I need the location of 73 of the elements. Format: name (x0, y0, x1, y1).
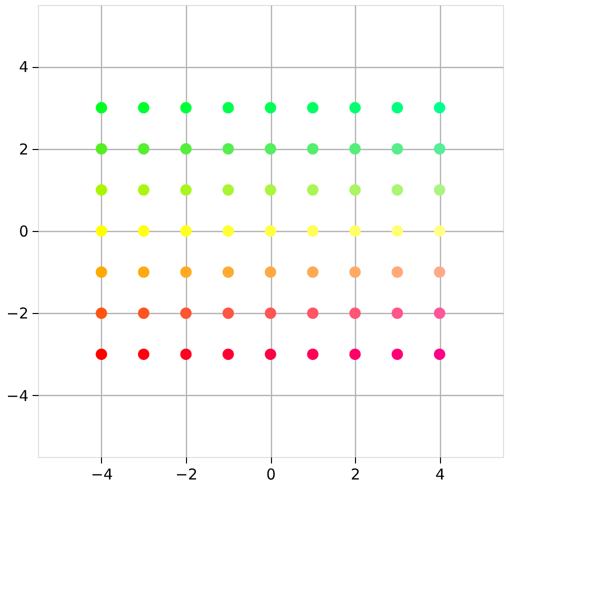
point (307, 143, 318, 155)
point (434, 225, 446, 237)
point (392, 348, 404, 360)
point (222, 307, 234, 319)
point (349, 143, 361, 155)
point (180, 348, 192, 360)
point (392, 184, 404, 196)
x-tick-label: 4 (435, 466, 445, 484)
point (434, 348, 446, 360)
point (349, 225, 361, 237)
point (307, 266, 318, 278)
point (434, 184, 446, 196)
point (264, 184, 276, 196)
x-tick-label: 2 (350, 466, 360, 484)
point (222, 266, 234, 278)
point (138, 348, 150, 360)
point (180, 266, 192, 278)
point (349, 307, 361, 319)
y-tick-label: 4 (18, 58, 28, 76)
y-tick-label: −4 (6, 386, 28, 405)
point (138, 102, 150, 114)
point (392, 102, 404, 114)
y-tick-label: 0 (18, 222, 28, 240)
point (307, 348, 318, 360)
point (307, 102, 318, 114)
point (96, 307, 108, 319)
point (222, 143, 234, 155)
point (434, 307, 446, 319)
point (264, 266, 276, 278)
point (138, 307, 150, 319)
point (392, 225, 404, 237)
point (434, 266, 446, 278)
point (392, 307, 404, 319)
point (96, 102, 108, 114)
point (307, 184, 318, 196)
point (180, 143, 192, 155)
point (222, 184, 234, 196)
y-tick-label: 2 (18, 140, 28, 158)
point (264, 307, 276, 319)
point (96, 348, 108, 360)
point (138, 266, 150, 278)
x-tick-label: −4 (90, 466, 113, 484)
point (434, 143, 446, 155)
point (222, 348, 234, 360)
point (96, 184, 108, 196)
point (307, 307, 318, 319)
point (264, 102, 276, 114)
point (222, 225, 234, 237)
point (222, 102, 234, 114)
x-tick-label: 0 (266, 466, 276, 484)
x-tick-label: −2 (175, 466, 198, 484)
point (180, 102, 192, 114)
point (180, 225, 192, 237)
point (264, 225, 276, 237)
point (392, 143, 404, 155)
point (349, 348, 361, 360)
point (349, 102, 361, 114)
point (96, 266, 108, 278)
point (264, 348, 276, 360)
point (307, 225, 318, 237)
point (264, 143, 276, 155)
point (180, 184, 192, 196)
point (180, 307, 192, 319)
point (96, 143, 108, 155)
point (96, 225, 108, 237)
point (349, 266, 361, 278)
point (392, 266, 404, 278)
point (138, 225, 150, 237)
point (349, 184, 361, 196)
point (434, 102, 446, 114)
point (138, 184, 150, 196)
y-tick-label: −2 (6, 304, 28, 323)
point (138, 143, 150, 155)
